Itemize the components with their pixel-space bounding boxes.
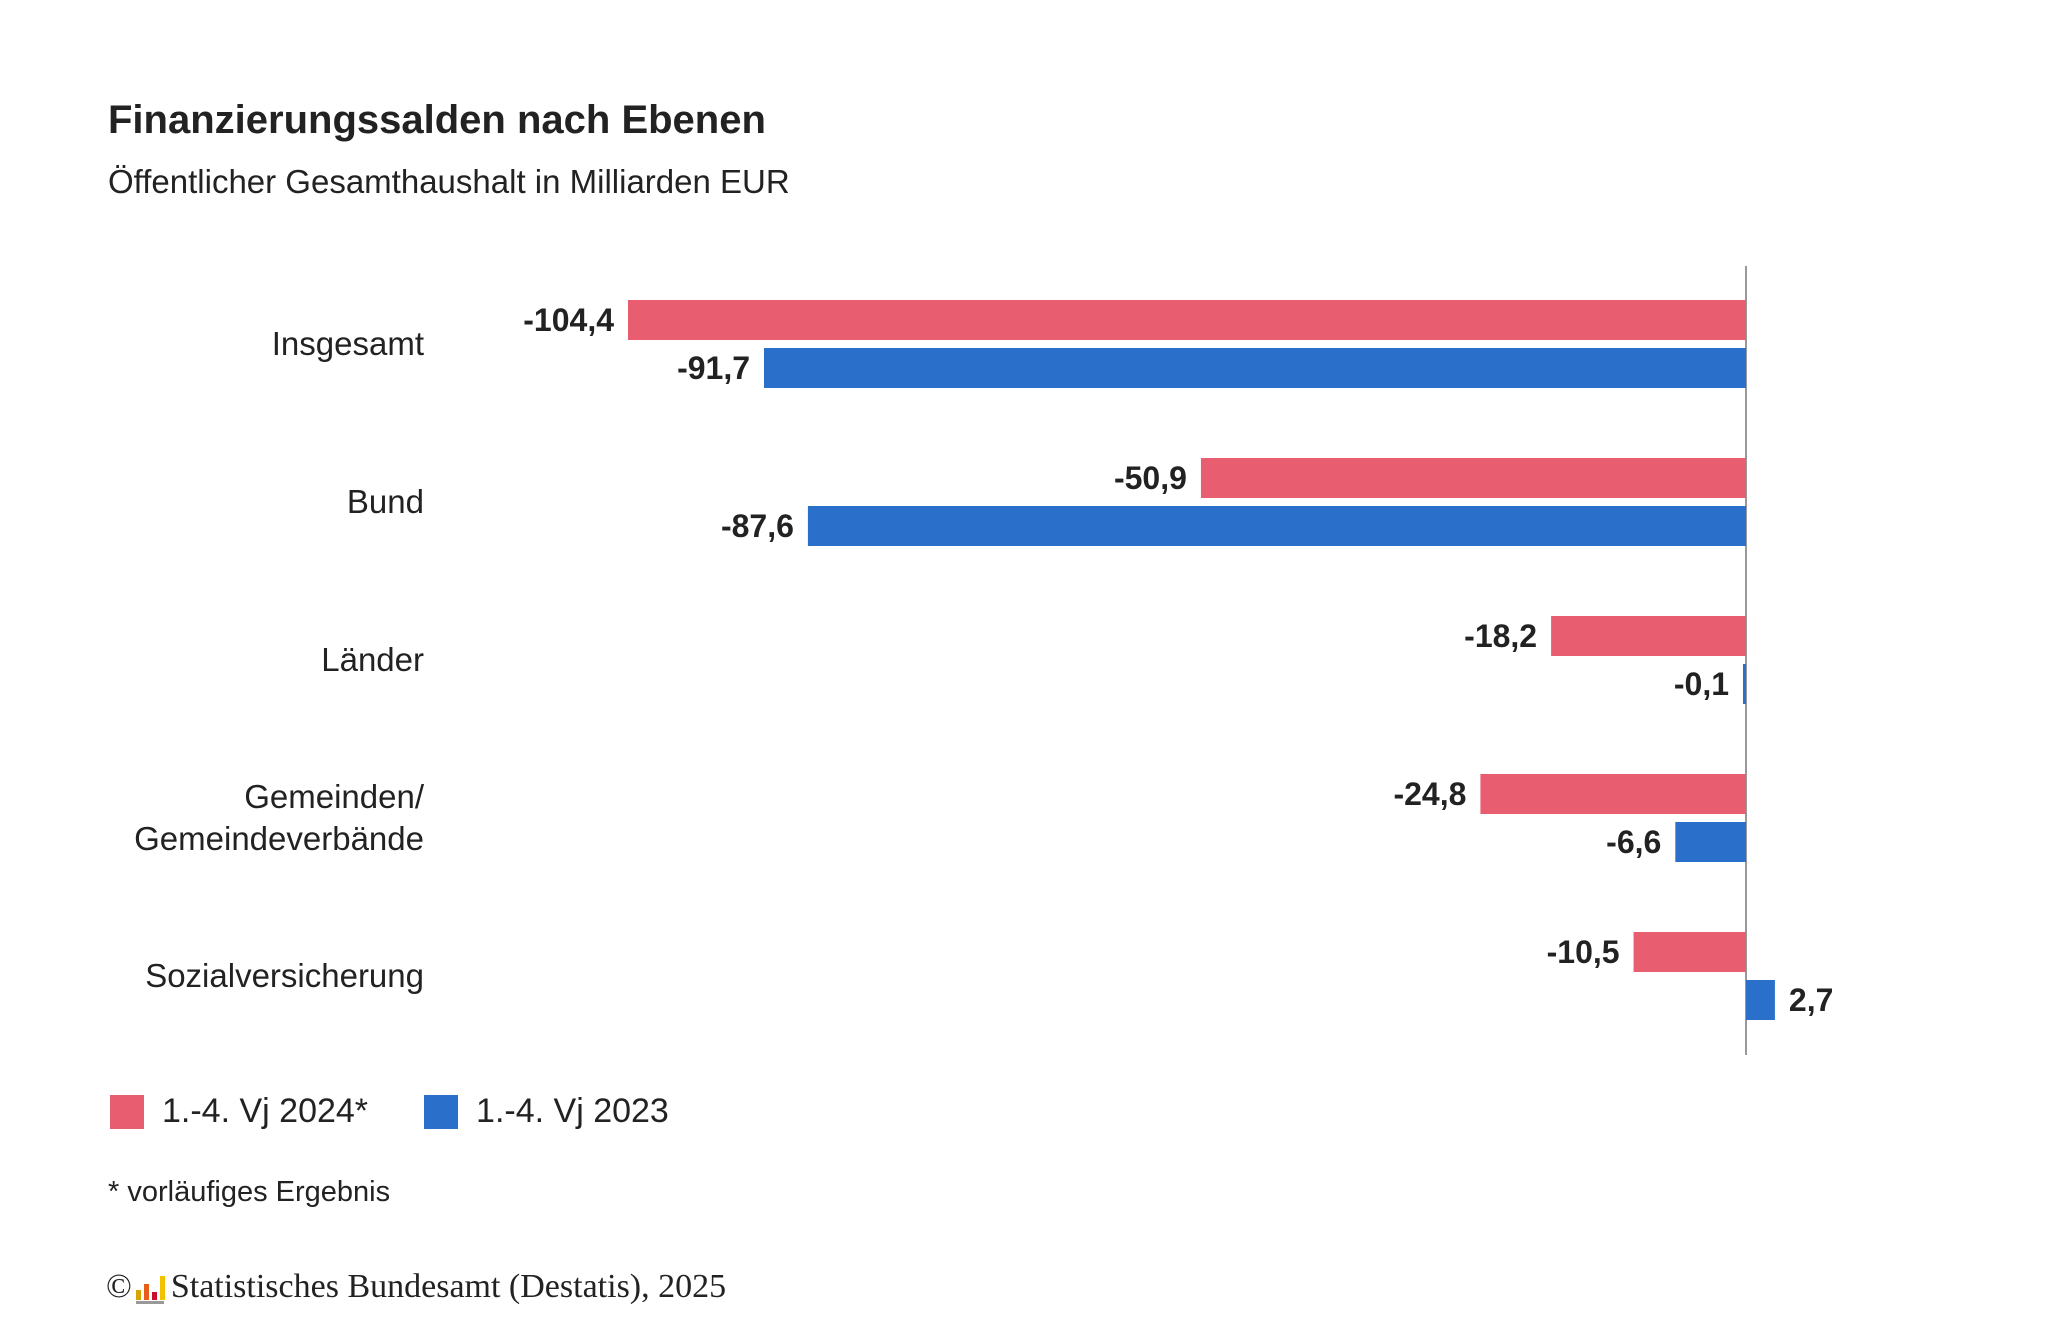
bar[interactable] xyxy=(1551,616,1746,656)
legend-swatch-2024 xyxy=(110,1094,144,1129)
legend-swatch-2023 xyxy=(424,1094,459,1129)
data-label: -91,7 xyxy=(677,350,750,386)
legend-item-2023[interactable]: 1.-4. Vj 2023 xyxy=(424,1092,669,1131)
footnote: * vorläufiges Ergebnis xyxy=(108,1176,391,1208)
logo-bar xyxy=(151,1292,157,1300)
copyright: © Statistisches Bundesamt (Destatis), 20… xyxy=(106,1268,726,1306)
copyright-text: Statistisches Bundesamt (Destatis), 2025 xyxy=(170,1268,727,1305)
bar[interactable] xyxy=(1633,932,1746,972)
data-label: -24,8 xyxy=(1393,776,1466,812)
category-label: Gemeindeverbände xyxy=(134,820,424,857)
legend-label-2024: 1.-4. Vj 2024* xyxy=(162,1092,369,1130)
bar[interactable] xyxy=(764,348,1746,388)
bar[interactable] xyxy=(807,506,1746,546)
bar[interactable] xyxy=(1200,458,1746,498)
bar[interactable] xyxy=(1743,664,1746,704)
chart-subtitle: Öffentlicher Gesamthaushalt in Milliarde… xyxy=(108,163,790,200)
legend: 1.-4. Vj 2024* 1.-4. Vj 2023 xyxy=(110,1092,725,1131)
data-label: -87,6 xyxy=(721,508,794,544)
data-label: -0,1 xyxy=(1674,666,1729,702)
category-label: Insgesamt xyxy=(272,325,424,362)
category-label: Gemeinden/ xyxy=(244,778,425,815)
category-label: Sozialversicherung xyxy=(145,957,424,994)
data-label: -6,6 xyxy=(1606,824,1661,860)
logo-bar xyxy=(135,1290,141,1300)
data-label: -104,4 xyxy=(523,302,614,338)
bar[interactable] xyxy=(1675,822,1746,862)
legend-item-2024[interactable]: 1.-4. Vj 2024* xyxy=(110,1092,368,1131)
category-label: Bund xyxy=(347,483,424,520)
bar[interactable] xyxy=(628,300,1746,340)
legend-label-2023: 1.-4. Vj 2023 xyxy=(476,1092,669,1130)
logo-base xyxy=(135,1301,164,1304)
bar[interactable] xyxy=(1746,980,1775,1020)
copyright-symbol: © xyxy=(106,1268,132,1305)
data-label: -50,9 xyxy=(1114,460,1187,496)
chart-title: Finanzierungssalden nach Ebenen xyxy=(108,98,766,142)
logo-bar xyxy=(159,1276,165,1300)
data-label: -10,5 xyxy=(1547,934,1620,970)
category-label: Länder xyxy=(321,641,424,678)
logo-bar xyxy=(143,1284,149,1300)
data-label: -18,2 xyxy=(1464,618,1537,654)
data-label: 2,7 xyxy=(1789,982,1833,1018)
bar[interactable] xyxy=(1480,774,1746,814)
destatis-logo-icon xyxy=(135,1274,165,1304)
